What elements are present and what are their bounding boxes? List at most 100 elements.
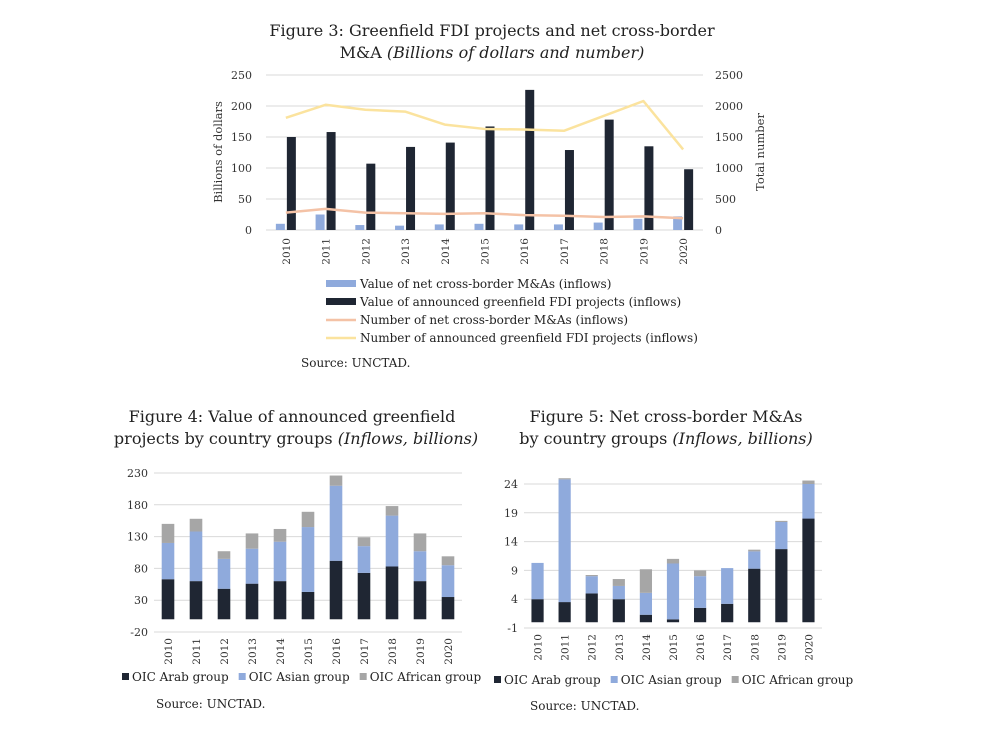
bar-segment xyxy=(612,599,625,623)
bar xyxy=(673,216,683,230)
y-tick-label: 150 xyxy=(231,131,252,144)
bar-segment xyxy=(441,565,455,598)
bar-segment xyxy=(385,566,399,620)
bar xyxy=(366,163,376,230)
bar-segment xyxy=(301,591,315,620)
y-tick-label: 250 xyxy=(231,69,252,82)
bar xyxy=(395,225,405,230)
legend-swatch xyxy=(122,673,129,680)
bar-segment xyxy=(441,597,455,620)
x-tick-label: 2012 xyxy=(219,638,231,665)
bar-segment xyxy=(585,575,598,577)
bar-segment xyxy=(693,607,707,623)
bar xyxy=(604,119,614,230)
bar xyxy=(406,146,416,230)
x-tick-label: 2016 xyxy=(519,238,531,265)
x-tick-label: 2010 xyxy=(281,238,293,265)
legend-swatch xyxy=(326,280,356,287)
x-tick-label: 2019 xyxy=(776,634,788,661)
x-tick-label: 2018 xyxy=(599,238,611,265)
x-tick-label: 2015 xyxy=(303,638,315,665)
x-tick-label: 2016 xyxy=(695,634,707,661)
figure-4-chart: Figure 4: Value of announced greenfield … xyxy=(100,400,500,720)
bar xyxy=(286,137,296,230)
bar-segment xyxy=(273,528,287,542)
bar xyxy=(564,150,574,230)
x-tick-label: 2017 xyxy=(722,634,734,661)
bar xyxy=(644,146,654,230)
bar-segment xyxy=(693,570,707,577)
x-tick-label: 2020 xyxy=(803,634,815,661)
legend-swatch xyxy=(731,676,739,683)
x-tick-label: 2013 xyxy=(614,634,626,661)
bar-segment xyxy=(273,541,287,582)
bar-segment xyxy=(245,583,259,620)
bar-segment xyxy=(558,602,571,623)
figure-3-legend: Value of net cross-border M&As (inflows)… xyxy=(326,277,698,345)
y2-tick-label: 2500 xyxy=(715,69,743,82)
figure-5-title-groups: by country groups xyxy=(519,429,667,448)
bar-segment xyxy=(802,484,815,519)
series-line xyxy=(285,207,684,220)
y-tick-label: -20 xyxy=(130,626,148,639)
x-tick-label: 2019 xyxy=(638,238,650,265)
bar-segment xyxy=(558,478,571,480)
figure-4-source: Source: UNCTAD. xyxy=(156,697,265,711)
y-tick-label: 24 xyxy=(504,478,518,491)
bar-segment xyxy=(329,475,343,486)
figure-4-svg: Figure 4: Value of announced greenfield … xyxy=(114,407,482,711)
bar-segment xyxy=(329,485,343,561)
x-tick-label: 2020 xyxy=(443,638,455,665)
bar-segment xyxy=(748,568,761,623)
legend-label: OIC Asian group xyxy=(249,670,350,684)
bar-segment xyxy=(775,522,788,550)
bar-segment xyxy=(413,581,427,620)
x-tick-label: 2014 xyxy=(275,638,287,665)
bar-segment xyxy=(245,548,259,584)
bar-segment xyxy=(748,551,761,569)
figure-4-title-line2: projects by country groups (Inflows, bil… xyxy=(114,429,478,448)
y-tick-label: 130 xyxy=(127,531,148,544)
x-tick-label: 2011 xyxy=(191,638,203,665)
bar-segment xyxy=(802,518,815,623)
y-tick-label: 9 xyxy=(511,564,518,577)
bar-segment xyxy=(217,588,231,620)
bar xyxy=(485,126,495,230)
bar-segment xyxy=(639,592,653,615)
bar xyxy=(445,142,455,230)
y2-tick-label: 1000 xyxy=(715,162,743,175)
bar xyxy=(525,89,535,230)
bar-segment xyxy=(612,579,625,586)
y-tick-label: 100 xyxy=(231,162,252,175)
bar-segment xyxy=(531,562,544,600)
x-tick-label: 2010 xyxy=(163,638,175,665)
bar-segment xyxy=(531,599,544,623)
figure-5-title-italic: (Inflows, billions) xyxy=(672,429,812,448)
y-tick-label: 80 xyxy=(134,562,148,575)
legend-label: OIC Arab group xyxy=(132,670,229,684)
bar-segment xyxy=(748,549,761,552)
bar xyxy=(275,223,285,230)
y-tick-label: 14 xyxy=(504,536,518,549)
x-tick-label: 2012 xyxy=(360,238,372,265)
legend-label: Value of net cross-border M&As (inflows) xyxy=(359,277,611,291)
bar-segment xyxy=(775,520,788,523)
bar-segment xyxy=(385,515,399,567)
y-tick-label: 200 xyxy=(231,100,252,113)
x-tick-label: 2014 xyxy=(440,238,452,265)
x-tick-label: 2017 xyxy=(559,238,571,265)
legend-swatch xyxy=(238,673,246,680)
figure-5-title-line2: by country groups (Inflows, billions) xyxy=(519,429,813,448)
bar xyxy=(684,169,694,230)
bar-segment xyxy=(161,542,175,580)
y-tick-label: 0 xyxy=(245,224,252,237)
y-tick-label: 50 xyxy=(238,193,252,206)
y-tick-label: 30 xyxy=(134,594,148,607)
figure-3-y2label: Total number xyxy=(753,113,767,191)
bar-segment xyxy=(301,527,315,592)
bar xyxy=(593,222,603,230)
figure-3-chart: Figure 3: Greenfield FDI projects and ne… xyxy=(211,21,767,370)
figure-5-legend: OIC Arab group OIC Asian group OIC African… xyxy=(494,673,854,687)
bar-segment xyxy=(385,506,399,516)
y-tick-label: 230 xyxy=(127,467,148,480)
